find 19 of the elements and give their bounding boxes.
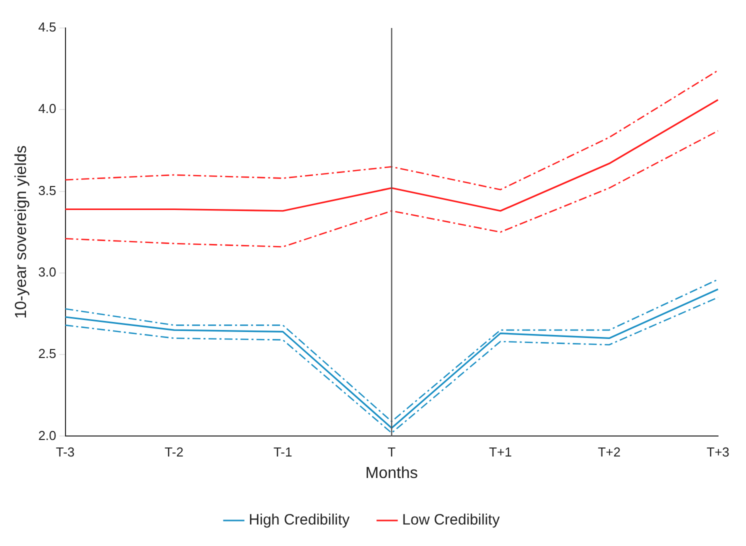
line-series	[64, 130, 719, 248]
x-axis-title: Months	[365, 464, 418, 482]
x-tick-label: T+1	[489, 444, 512, 460]
x-tick-label: T+3	[706, 444, 730, 460]
line-series	[64, 70, 719, 190]
legend-label: High Credibility	[248, 512, 350, 529]
y-tick-label: 3.5	[38, 182, 56, 198]
y-axis-title: 10-year sovereign yields	[13, 145, 30, 319]
x-tick-label: T+2	[598, 444, 621, 460]
x-tick-label: T-3	[56, 444, 75, 460]
y-tick-label: 2.5	[38, 346, 56, 362]
y-tick-label: 2.0	[38, 428, 56, 443]
x-tick-label: T-1	[273, 444, 292, 460]
legend-label: Low Credibility	[402, 512, 500, 529]
y-tick-label: 3.0	[38, 264, 56, 280]
x-tick-label: T-2	[164, 444, 184, 460]
x-tick-label: T	[388, 444, 396, 460]
y-tick-label: 4.0	[38, 101, 56, 116]
y-tick-label: 4.5	[38, 20, 56, 35]
